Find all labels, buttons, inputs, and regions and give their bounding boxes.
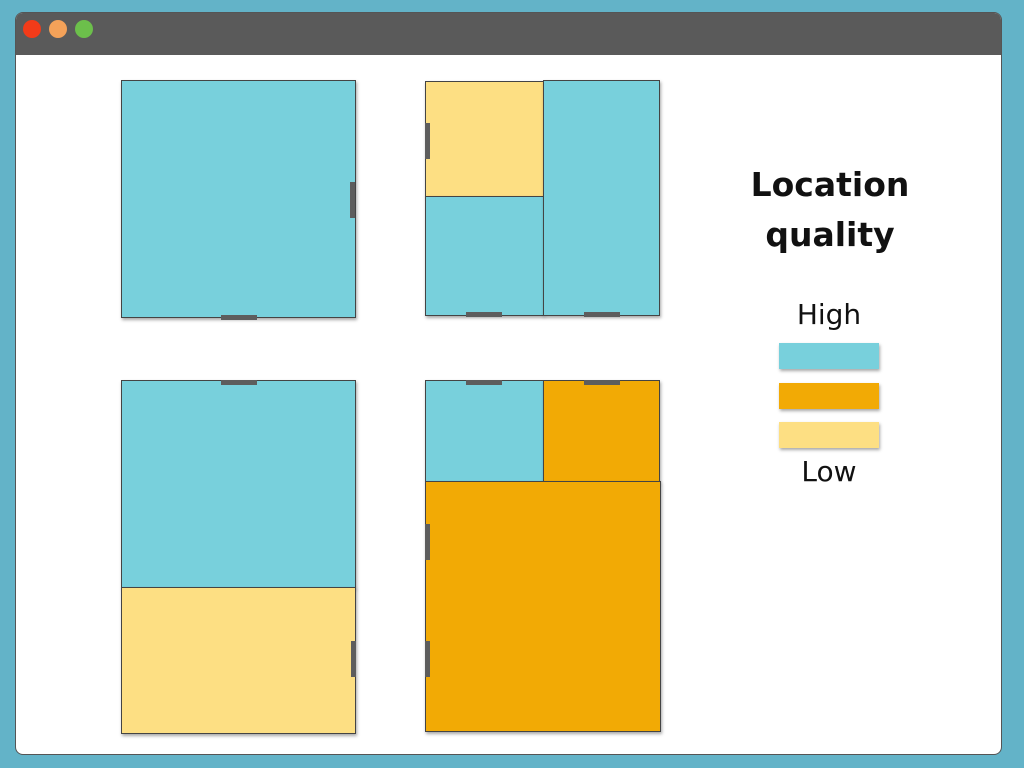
room-low (425, 81, 544, 197)
door (425, 641, 430, 677)
door (584, 312, 620, 317)
door (466, 380, 502, 385)
close-button[interactable] (23, 20, 41, 38)
door (425, 123, 430, 159)
room-high (425, 380, 544, 482)
door (466, 312, 502, 317)
legend-swatch-medium (779, 383, 879, 409)
legend-swatch-high (779, 343, 879, 369)
title-bar (16, 13, 1001, 55)
room-medium (543, 380, 660, 482)
room-low (121, 587, 356, 734)
legend-title: Location quality (750, 165, 910, 254)
room-high (121, 80, 356, 318)
door (351, 641, 356, 677)
legend-low-label: Low (801, 455, 857, 488)
legend-swatch-low (779, 422, 879, 448)
room-high (121, 380, 356, 588)
room-medium (425, 481, 661, 732)
door (584, 380, 620, 385)
minimize-button[interactable] (49, 20, 67, 38)
legend-high-label: High (796, 298, 862, 331)
door (425, 524, 430, 560)
maximize-button[interactable] (75, 20, 93, 38)
door (221, 315, 257, 320)
door (350, 182, 355, 218)
room-high (543, 80, 660, 316)
door (221, 380, 257, 385)
room-high (425, 196, 544, 316)
